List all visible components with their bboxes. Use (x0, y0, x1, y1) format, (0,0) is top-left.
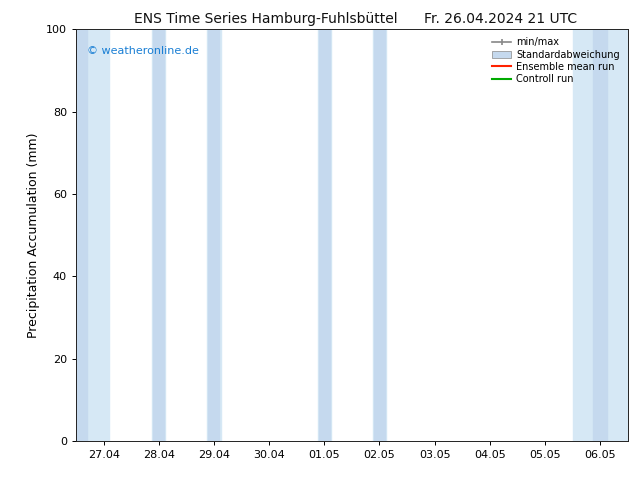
Bar (76, 29, 87, 441)
Bar (207, 29, 221, 441)
Text: Fr. 26.04.2024 21 UTC: Fr. 26.04.2024 21 UTC (424, 12, 578, 26)
Bar (573, 29, 628, 441)
Legend: min/max, Standardabweichung, Ensemble mean run, Controll run: min/max, Standardabweichung, Ensemble me… (489, 34, 623, 87)
Bar (152, 29, 165, 441)
Y-axis label: Precipitation Accumulation (mm): Precipitation Accumulation (mm) (27, 132, 41, 338)
Bar (319, 29, 330, 441)
Bar (153, 29, 164, 441)
Bar (209, 29, 219, 441)
Bar (374, 29, 385, 441)
Bar (76, 29, 109, 441)
Text: © weatheronline.de: © weatheronline.de (87, 46, 199, 56)
Text: ENS Time Series Hamburg-Fuhlsbüttel: ENS Time Series Hamburg-Fuhlsbüttel (134, 12, 398, 26)
Bar (373, 29, 386, 441)
Bar (593, 29, 607, 441)
Bar (318, 29, 331, 441)
